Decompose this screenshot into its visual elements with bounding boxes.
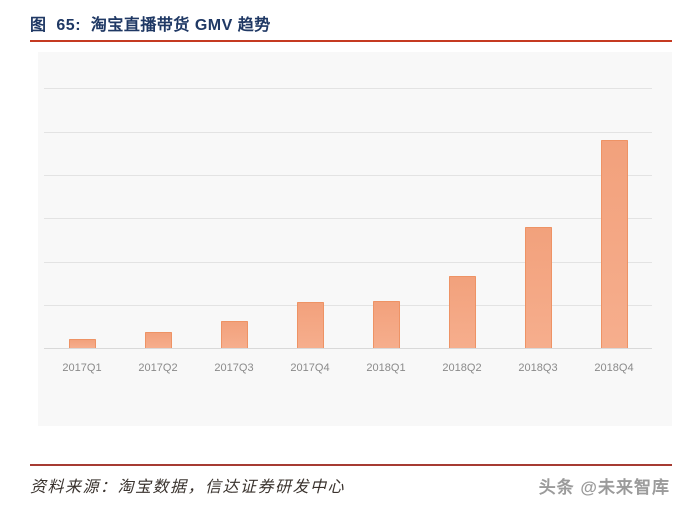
watermark: 头条 @未来智库 xyxy=(538,478,670,497)
x-tick-2017Q4: 2017Q4 xyxy=(290,362,330,374)
bar-2018Q2 xyxy=(448,275,476,348)
x-tick-2017Q3: 2017Q3 xyxy=(214,362,254,374)
bar-2017Q2 xyxy=(144,332,172,348)
x-tick-2017Q1: 2017Q1 xyxy=(62,362,102,374)
x-tick-2018Q4: 2018Q4 xyxy=(594,362,634,374)
gridline xyxy=(44,174,652,176)
figure-title: 图 65: 淘宝直播带货 GMV 趋势 xyxy=(30,17,271,34)
bar-2018Q3 xyxy=(524,226,552,348)
title-divider xyxy=(30,40,672,42)
x-tick-2018Q3: 2018Q3 xyxy=(518,362,558,374)
gridline xyxy=(44,218,652,220)
bar-2017Q4 xyxy=(296,301,324,348)
source-note: 资料来源：淘宝数据，信达证券研发中心 xyxy=(30,477,346,496)
bar-2017Q1 xyxy=(68,338,96,348)
x-tick-2018Q2: 2018Q2 xyxy=(442,362,482,374)
gridline xyxy=(44,304,652,306)
bar-2018Q4 xyxy=(600,139,628,348)
gridline xyxy=(44,88,652,90)
gridline xyxy=(44,131,652,133)
bar-2017Q3 xyxy=(220,320,248,348)
x-tick-2018Q1: 2018Q1 xyxy=(366,362,406,374)
plot-area xyxy=(44,52,652,349)
bar-2018Q1 xyxy=(372,301,400,348)
figure-footer: 资料来源：淘宝数据，信达证券研发中心 头条 @未来智库 xyxy=(30,473,670,498)
gridline xyxy=(44,261,652,263)
gmv-bar-chart: 2017Q1 2017Q2 2017Q3 2017Q4 2018Q1 2018Q2 2018… xyxy=(38,52,672,426)
x-tick-2017Q2: 2017Q2 xyxy=(138,362,178,374)
footer-divider xyxy=(30,464,672,466)
